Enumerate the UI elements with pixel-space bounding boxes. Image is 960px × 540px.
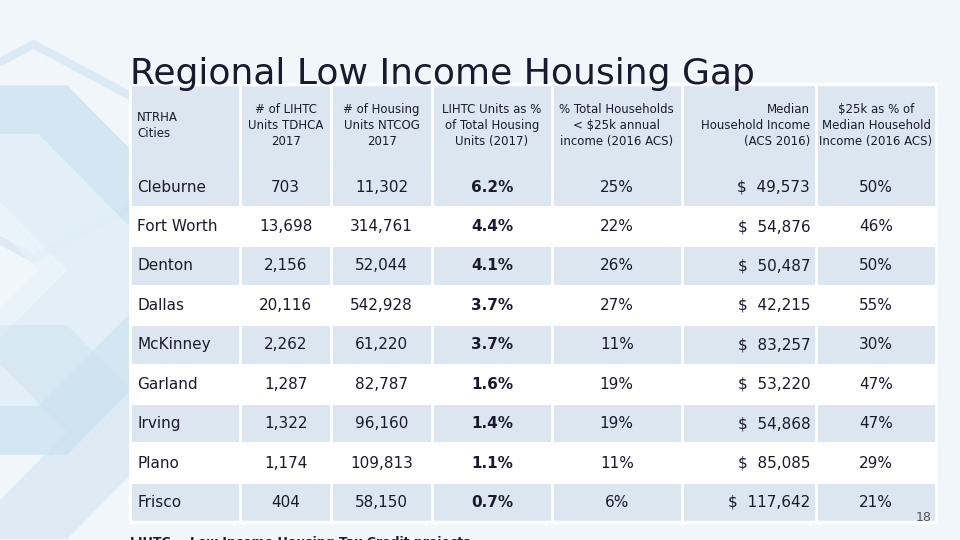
Text: 109,813: 109,813: [350, 456, 413, 470]
Text: 29%: 29%: [859, 456, 893, 470]
Text: $  50,487: $ 50,487: [737, 259, 810, 273]
Text: $  53,220: $ 53,220: [737, 377, 810, 392]
Text: 30%: 30%: [859, 338, 893, 352]
Text: 50%: 50%: [859, 180, 893, 194]
Text: 19%: 19%: [600, 416, 634, 431]
Text: 19%: 19%: [600, 377, 634, 392]
Text: Garland: Garland: [137, 377, 198, 392]
Text: # of LIHTC
Units TDHCA
2017: # of LIHTC Units TDHCA 2017: [248, 103, 324, 148]
Text: 58,150: 58,150: [355, 495, 408, 510]
Text: 96,160: 96,160: [355, 416, 408, 431]
Text: Median
Household Income
(ACS 2016): Median Household Income (ACS 2016): [701, 103, 810, 148]
Text: 47%: 47%: [859, 416, 893, 431]
Text: 3.7%: 3.7%: [471, 338, 513, 352]
Text: 1.6%: 1.6%: [471, 377, 513, 392]
Text: $  117,642: $ 117,642: [728, 495, 810, 510]
Text: 25%: 25%: [600, 180, 634, 194]
Text: 18: 18: [915, 511, 931, 524]
Text: 26%: 26%: [600, 259, 634, 273]
Text: 542,928: 542,928: [350, 298, 413, 313]
Text: Irving: Irving: [137, 416, 180, 431]
Text: NTRHA
Cities: NTRHA Cities: [137, 111, 179, 140]
Text: $  49,573: $ 49,573: [737, 180, 810, 194]
Text: LIHTC Units as %
of Total Housing
Units (2017): LIHTC Units as % of Total Housing Units …: [443, 103, 541, 148]
Text: Cleburne: Cleburne: [137, 180, 206, 194]
Text: LIHTC = Low Income Housing Tax Credit projects: LIHTC = Low Income Housing Tax Credit pr…: [130, 536, 470, 540]
Text: Plano: Plano: [137, 456, 180, 470]
Text: 4.4%: 4.4%: [471, 219, 513, 234]
Text: 11,302: 11,302: [355, 180, 408, 194]
Text: $  85,085: $ 85,085: [737, 456, 810, 470]
Text: 27%: 27%: [600, 298, 634, 313]
Text: 47%: 47%: [859, 377, 893, 392]
Text: # of Housing
Units NTCOG
2017: # of Housing Units NTCOG 2017: [344, 103, 420, 148]
Text: 21%: 21%: [859, 495, 893, 510]
Text: 13,698: 13,698: [259, 219, 312, 234]
Text: Frisco: Frisco: [137, 495, 181, 510]
Text: 61,220: 61,220: [355, 338, 408, 352]
Text: 4.1%: 4.1%: [471, 259, 513, 273]
Text: $  83,257: $ 83,257: [737, 338, 810, 352]
Text: 52,044: 52,044: [355, 259, 408, 273]
Text: Fort Worth: Fort Worth: [137, 219, 218, 234]
Text: $  54,876: $ 54,876: [737, 219, 810, 234]
Text: 82,787: 82,787: [355, 377, 408, 392]
Text: 703: 703: [271, 180, 300, 194]
Text: 11%: 11%: [600, 338, 634, 352]
Text: 20,116: 20,116: [259, 298, 312, 313]
Text: 1.1%: 1.1%: [471, 456, 513, 470]
Text: 3.7%: 3.7%: [471, 298, 513, 313]
Text: % Total Households
< $25k annual
income (2016 ACS): % Total Households < $25k annual income …: [560, 103, 674, 148]
Text: 1,174: 1,174: [264, 456, 307, 470]
Text: $  42,215: $ 42,215: [737, 298, 810, 313]
Text: 6%: 6%: [605, 495, 629, 510]
Text: 0.7%: 0.7%: [471, 495, 513, 510]
Text: 22%: 22%: [600, 219, 634, 234]
Text: 11%: 11%: [600, 456, 634, 470]
Text: 46%: 46%: [859, 219, 893, 234]
Text: 6.2%: 6.2%: [470, 180, 514, 194]
Text: $25k as % of
Median Household
Income (2016 ACS): $25k as % of Median Household Income (20…: [820, 103, 932, 148]
Text: 314,761: 314,761: [350, 219, 413, 234]
Text: $  54,868: $ 54,868: [737, 416, 810, 431]
Text: 50%: 50%: [859, 259, 893, 273]
Text: 2,262: 2,262: [264, 338, 307, 352]
Text: Dallas: Dallas: [137, 298, 184, 313]
Text: 1,287: 1,287: [264, 377, 307, 392]
Text: 1.4%: 1.4%: [471, 416, 513, 431]
Text: 404: 404: [271, 495, 300, 510]
Text: 55%: 55%: [859, 298, 893, 313]
Text: 2,156: 2,156: [264, 259, 307, 273]
Text: 1,322: 1,322: [264, 416, 307, 431]
Text: Regional Low Income Housing Gap: Regional Low Income Housing Gap: [130, 57, 755, 91]
Text: McKinney: McKinney: [137, 338, 211, 352]
Text: Denton: Denton: [137, 259, 193, 273]
